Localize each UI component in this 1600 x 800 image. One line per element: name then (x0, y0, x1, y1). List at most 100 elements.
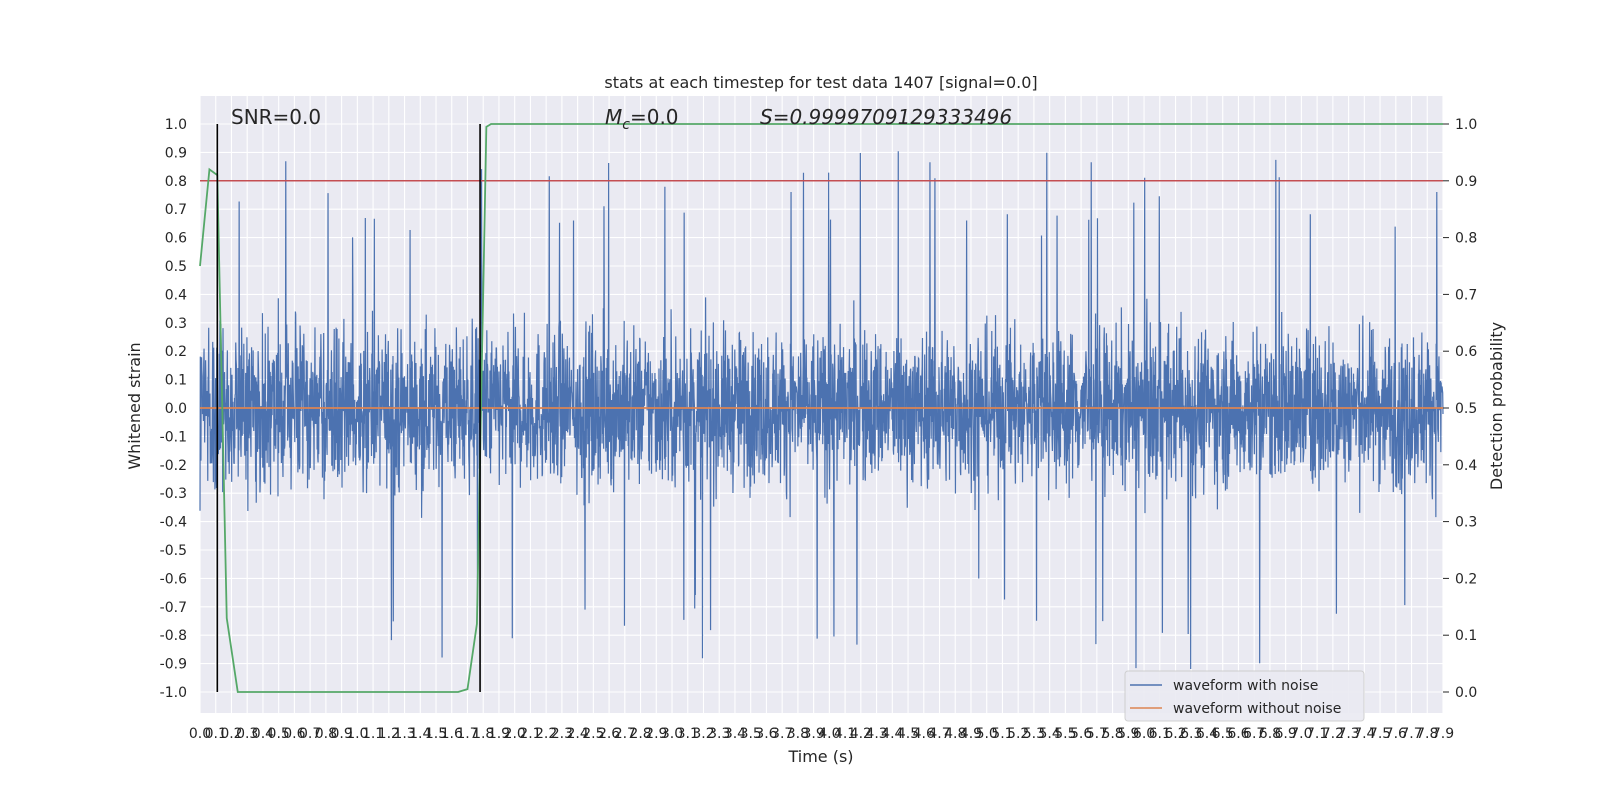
snr-annotation: SNR=0.0 (231, 105, 321, 129)
x-tick-label: 1.4 (409, 726, 431, 742)
x-tick-label: 4.3 (865, 726, 887, 742)
x-tick-label: 4.2 (850, 726, 872, 742)
x-tick-label: 6.1 (1149, 726, 1171, 742)
x-tick-label: 5.6 (1070, 726, 1092, 742)
y-tick-label: -0.6 (160, 571, 187, 587)
x-tick-label: 3.2 (692, 726, 714, 742)
x-tick-label: 7.4 (1353, 726, 1375, 742)
x-tick-label: 5.8 (1101, 726, 1123, 742)
x-tick-label: 4.9 (960, 726, 982, 742)
x-tick-label: 2.0 (504, 726, 526, 742)
x-tick-label: 7.3 (1337, 726, 1359, 742)
x-tick-label: 4.5 (897, 726, 919, 742)
y-tick-label: -0.1 (160, 429, 187, 445)
x-tick-label: 5.3 (1023, 726, 1045, 742)
event-markers (216, 124, 481, 692)
x-tick-label: 2.3 (551, 726, 573, 742)
x-tick-label: 1.9 (488, 726, 510, 742)
y2-axis-label: Detection probability (1487, 322, 1506, 490)
y-tick-label: 0.7 (165, 202, 187, 218)
x-tick-label: 5.2 (1007, 726, 1029, 742)
x-tick-label: 3.1 (677, 726, 699, 742)
x-tick-label: 4.6 (913, 726, 935, 742)
x-tick-label: 7.6 (1385, 726, 1407, 742)
y2-tick-label: 0.3 (1455, 515, 1477, 531)
x-tick-label: 2.6 (598, 726, 620, 742)
x-tick-label: 5.0 (976, 726, 998, 742)
x-tick-label: 7.8 (1416, 726, 1438, 742)
legend: waveform with noise waveform without noi… (1124, 670, 1365, 722)
x-tick-label: 0.6 (283, 726, 305, 742)
y-tick-label: 0.1 (165, 373, 187, 389)
y-tick-label: -0.5 (160, 543, 187, 559)
x-tick-label: 1.7 (456, 726, 478, 742)
x-tick-label: 4.1 (834, 726, 856, 742)
x-tick-label: 5.9 (1117, 726, 1139, 742)
x-tick-label: 7.7 (1400, 726, 1422, 742)
x-tick-label: 2.9 (645, 726, 667, 742)
x-tick-label: 1.5 (425, 726, 447, 742)
x-axis-label: Time (s) (787, 747, 853, 766)
y2-tick-label: 0.8 (1455, 231, 1477, 247)
x-tick-label: 0.8 (315, 726, 337, 742)
x-tick-label: 2.2 (535, 726, 557, 742)
x-tick-label: 3.9 (803, 726, 825, 742)
y2-tick-label: 0.9 (1455, 174, 1477, 190)
series-waveform-with-noise (199, 151, 1444, 670)
x-tick-label: 1.8 (472, 726, 494, 742)
y-tick-label: -0.3 (160, 486, 187, 502)
x-tick-label: 6.4 (1196, 726, 1218, 742)
y-tick-label: 0.8 (165, 174, 187, 190)
x-tick-label: 4.0 (818, 726, 840, 742)
y-tick-label: 0.4 (165, 287, 187, 303)
legend-label-noise: waveform with noise (1173, 678, 1318, 694)
y2-tick-label: 0.2 (1455, 571, 1477, 587)
x-tick-label: 6.8 (1259, 726, 1281, 742)
x-tick-label: 4.4 (881, 726, 903, 742)
y-tick-label: -0.8 (160, 628, 187, 644)
x-tick-label: 2.8 (629, 726, 651, 742)
legend-label-clean: waveform without noise (1173, 701, 1341, 717)
y2-tick-label: 0.5 (1455, 401, 1477, 417)
detection-probability-line (199, 123, 1443, 693)
x-tick-label: 3.5 (740, 726, 762, 742)
x-tick-label: 1.2 (378, 726, 400, 742)
x-tick-label: 0.0 (189, 726, 211, 742)
legend-box (1124, 670, 1365, 722)
x-tick-label: 3.0 (661, 726, 683, 742)
y-tick-label: -1.0 (160, 685, 187, 701)
x-tick-label: 5.4 (1039, 726, 1061, 742)
x-tick-label: 5.1 (991, 726, 1013, 742)
x-tick-label: 0.4 (252, 726, 274, 742)
x-tick-label: 5.7 (1086, 726, 1108, 742)
noise-trace (199, 151, 1444, 670)
y-tick-label: 0.5 (165, 259, 187, 275)
x-tick-label: 1.1 (362, 726, 384, 742)
y-tick-label: -0.7 (160, 600, 187, 616)
x-tick-label: 3.6 (755, 726, 777, 742)
x-tick-label: 0.1 (205, 726, 227, 742)
x-tick-label: 4.7 (928, 726, 950, 742)
chart-title: stats at each timestep for test data 140… (604, 73, 1037, 92)
x-tick-label: 3.3 (708, 726, 730, 742)
x-tick-label: 6.3 (1180, 726, 1202, 742)
x-tick-label: 1.3 (393, 726, 415, 742)
y2-tick-label: 0.6 (1455, 344, 1477, 360)
series-lines (199, 123, 1443, 693)
y-tick-label: 0.2 (165, 344, 187, 360)
y-tick-label: -0.4 (160, 515, 187, 531)
y-axis-left: 1.0 0.9 0.8 0.7 0.6 0.5 0.4 0.3 0.2 0.1 0.0 -0.1 -0.… (160, 117, 187, 701)
x-tick-label: 3.8 (787, 726, 809, 742)
x-tick-label: 0.2 (220, 726, 242, 742)
y2-tick-label: 0.1 (1455, 628, 1477, 644)
x-tick-label: 7.9 (1432, 726, 1454, 742)
x-tick-label: 1.6 (441, 726, 463, 742)
x-tick-label: 6.7 (1243, 726, 1265, 742)
y-tick-label: 0.3 (165, 316, 187, 332)
x-tick-label: 2.5 (582, 726, 604, 742)
x-tick-label: 1.0 (346, 726, 368, 742)
y2-tick-label: 0.7 (1455, 287, 1477, 303)
y-tick-label: 0.0 (165, 401, 187, 417)
x-tick-label: 0.3 (236, 726, 258, 742)
x-tick-label: 4.8 (944, 726, 966, 742)
